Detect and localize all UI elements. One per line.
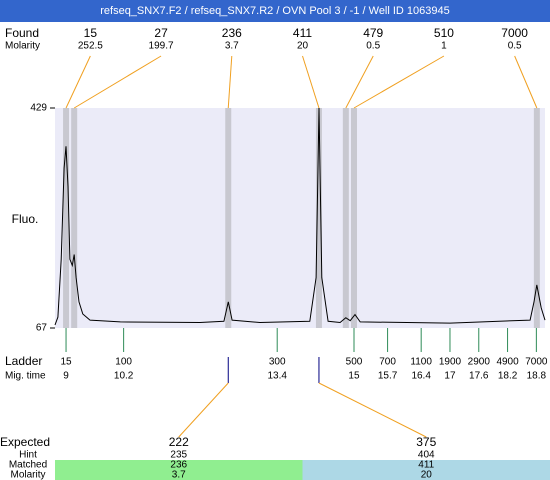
mig-time-label: Mig. time <box>5 371 46 382</box>
found-size: 510 <box>434 26 454 40</box>
found-label: Found <box>5 26 39 40</box>
ladder-size: 2900 <box>468 357 491 368</box>
trace <box>54 107 546 326</box>
ladder-size: 300 <box>269 357 286 368</box>
peak-connector <box>73 55 162 109</box>
ladder-label: Ladder <box>5 354 42 368</box>
found-molarity: 1 <box>441 41 447 52</box>
molarity-label: Molarity <box>5 41 40 52</box>
expected-size: 222 <box>169 435 189 449</box>
matched-label: Matched <box>9 460 47 471</box>
found-molarity: 199.7 <box>149 41 174 52</box>
expected-label: Expected <box>0 435 50 449</box>
ladder-size: 7000 <box>525 357 548 368</box>
found-size: 411 <box>293 26 312 40</box>
expected-size: 375 <box>416 435 436 449</box>
peak-connector <box>514 55 538 109</box>
peak-band <box>71 108 78 328</box>
molarity-label: Molarity <box>10 470 45 480</box>
ladder-time: 16.4 <box>411 371 431 382</box>
ladder-size: 1900 <box>439 357 462 368</box>
y-axis-label: Fluo. <box>12 212 39 226</box>
ladder-time: 15 <box>348 371 360 382</box>
peak-band <box>350 108 357 328</box>
hint-label: Hint <box>19 450 37 461</box>
peak-band <box>533 108 540 328</box>
found-molarity: 20 <box>297 41 309 52</box>
title: refseq_SNX7.F2 / refseq_SNX7.R2 / OVN Po… <box>100 5 450 17</box>
peak-connector <box>345 55 374 109</box>
peak-band <box>225 108 232 328</box>
matched-molarity: 3.7 <box>172 470 186 480</box>
peak-connector <box>227 55 233 109</box>
peak-connector <box>65 55 91 109</box>
ladder-time: 13.4 <box>267 371 287 382</box>
found-size: 27 <box>154 26 168 40</box>
found-molarity: 0.5 <box>366 41 380 52</box>
ladder-time: 17.6 <box>469 371 489 382</box>
found-size: 15 <box>84 26 98 40</box>
ladder-time: 15.7 <box>378 371 398 382</box>
ladder-size: 100 <box>115 357 132 368</box>
expected-connector <box>318 382 427 438</box>
peak-connector <box>302 55 320 109</box>
peak-band <box>63 108 70 328</box>
title-bar <box>0 0 550 22</box>
ladder-time: 18.2 <box>498 371 518 382</box>
peak-band <box>342 108 349 328</box>
peak-connector <box>353 55 445 109</box>
ladder-size: 4900 <box>496 357 519 368</box>
found-size: 479 <box>363 26 383 40</box>
ladder-time: 17 <box>444 371 456 382</box>
found-molarity: 0.5 <box>508 41 522 52</box>
ladder-size: 15 <box>60 357 72 368</box>
matched-band <box>55 460 303 480</box>
ladder-size: 1100 <box>410 357 432 368</box>
y-tick-label: 67 <box>36 323 48 334</box>
matched-band <box>302 460 550 480</box>
ladder-time: 10.2 <box>114 371 134 382</box>
ladder-time: 9 <box>63 371 69 382</box>
found-size: 236 <box>222 26 242 40</box>
plot-area <box>55 108 545 328</box>
matched-size: 236 <box>170 460 187 471</box>
ladder-size: 700 <box>379 357 396 368</box>
matched-molarity: 20 <box>421 470 433 480</box>
found-molarity: 3.7 <box>225 41 239 52</box>
found-size: 7000 <box>501 26 528 40</box>
hint-size: 235 <box>170 450 187 461</box>
expected-connector <box>178 382 229 438</box>
hint-size: 404 <box>418 450 435 461</box>
ladder-size: 500 <box>346 357 363 368</box>
y-tick-label: 429 <box>30 103 47 114</box>
peak-band <box>315 108 322 328</box>
matched-size: 411 <box>418 460 434 471</box>
ladder-time: 18.8 <box>527 371 547 382</box>
found-molarity: 252.5 <box>78 41 103 52</box>
